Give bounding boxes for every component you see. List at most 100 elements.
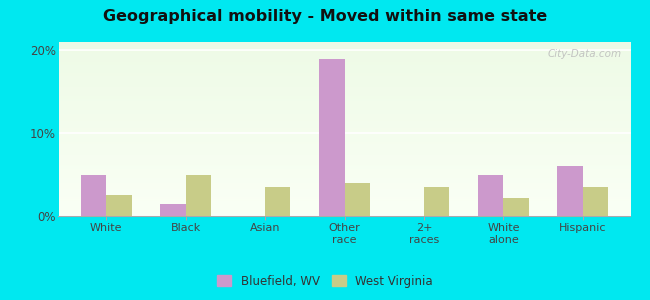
Bar [58,200,630,201]
Bar [58,104,630,105]
Bar [58,156,630,157]
Bar [58,196,630,197]
Legend: Bluefield, WV, West Virginia: Bluefield, WV, West Virginia [214,271,436,291]
Bar [58,54,630,55]
Bar [58,55,630,56]
Bar [58,150,630,151]
Bar [58,193,630,194]
Bar [58,50,630,51]
Bar [58,209,630,210]
Bar [58,160,630,161]
Bar [344,183,370,216]
Bar [58,118,630,119]
Bar [58,105,630,106]
Bar [58,110,630,111]
Bar [58,58,630,59]
Bar [58,144,630,145]
Bar [58,208,630,209]
Bar [58,131,630,132]
Bar [58,186,630,187]
Bar [58,70,630,71]
Bar [58,212,630,213]
Bar [58,68,630,69]
Bar [58,66,630,67]
Bar [186,175,211,216]
Bar [58,88,630,89]
Bar [58,191,630,192]
Bar [58,197,630,198]
Bar [58,199,630,200]
Bar [58,122,630,123]
Bar [58,49,630,50]
Bar [58,80,630,81]
Bar [58,76,630,77]
Bar [58,139,630,140]
Bar [58,207,630,208]
Bar [58,90,630,91]
Bar [424,187,449,216]
Bar [58,213,630,214]
Bar [58,85,630,86]
Bar [58,147,630,148]
Bar [58,205,630,206]
Bar [58,128,630,129]
Bar [58,112,630,113]
Bar [58,167,630,168]
Bar [58,132,630,133]
Bar [58,195,630,196]
Bar [558,166,583,216]
Bar [58,46,630,47]
Bar [58,98,630,99]
Bar [58,153,630,154]
Bar [58,206,630,207]
Bar [58,157,630,158]
Bar [58,103,630,104]
Bar [58,168,630,169]
Bar [58,178,630,179]
Bar [58,194,630,195]
Bar [58,113,630,114]
Bar [58,172,630,173]
Bar [58,117,630,118]
Bar [58,164,630,165]
Bar [58,96,630,97]
Bar [58,108,630,109]
Bar [58,202,630,203]
Bar [58,129,630,130]
Bar [58,102,630,103]
Bar [58,165,630,166]
Bar [58,85,630,86]
Bar [58,111,630,112]
Bar [58,134,630,135]
Bar [58,148,630,149]
Bar [58,146,630,147]
Bar [58,145,630,146]
Bar [58,43,630,44]
Bar [58,210,630,211]
Bar [58,97,630,98]
Bar [58,81,630,82]
Bar [58,86,630,87]
Bar [58,121,630,122]
Bar [58,185,630,186]
Bar [58,126,630,127]
Bar [58,67,630,68]
Bar [58,115,630,116]
Bar [58,174,630,175]
Bar [58,169,630,170]
Bar [58,52,630,53]
Bar [58,51,630,52]
Bar [58,78,630,79]
Text: City-Data.com: City-Data.com [548,49,622,59]
Bar [58,63,630,64]
Bar [58,170,630,171]
Bar [58,45,630,46]
Bar [58,82,630,83]
Bar [58,69,630,70]
Text: Geographical mobility - Moved within same state: Geographical mobility - Moved within sam… [103,9,547,24]
Bar [58,99,630,100]
Bar [58,189,630,190]
Bar [58,109,630,110]
Bar [58,77,630,78]
Bar [58,74,630,75]
